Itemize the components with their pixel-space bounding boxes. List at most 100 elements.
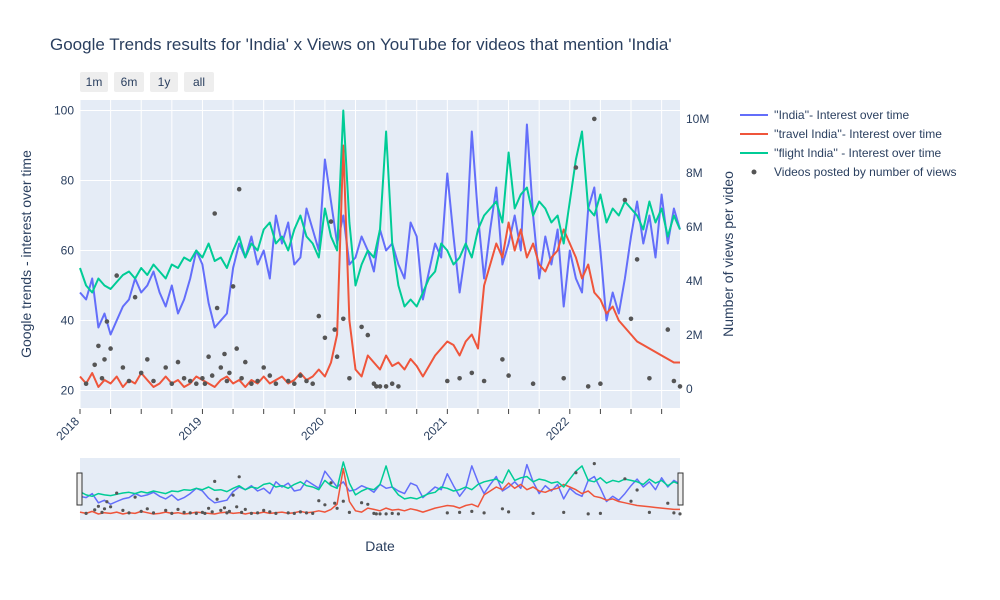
slider-scatter-point (317, 499, 321, 503)
slider-scatter-point (360, 501, 364, 505)
scatter-point (585, 384, 591, 389)
y2-tick-label: 2M (686, 328, 703, 342)
slider-scatter-point (210, 510, 214, 514)
y-tick-label: 80 (61, 174, 75, 188)
scatter-point (665, 327, 671, 332)
slider-scatter-point (335, 506, 339, 510)
legend-item[interactable]: ''flight India'' - Interest over time (740, 146, 942, 160)
scatter-point (175, 359, 181, 365)
scatter-point (292, 381, 297, 387)
scatter-point (222, 351, 227, 357)
scatter-point (383, 384, 389, 389)
range-button-all[interactable]: all (184, 72, 214, 92)
legend-label: Videos posted by number of views (774, 165, 957, 179)
scatter-point (389, 381, 395, 387)
slider-scatter-point (262, 508, 266, 512)
legend-item[interactable]: Videos posted by number of views (751, 165, 957, 179)
scatter-point (506, 373, 511, 378)
slider-scatter-point (390, 511, 394, 515)
legend-label: ''travel India''- Interest over time (774, 127, 942, 141)
legend-item[interactable]: ''India''- Interest over time (740, 108, 910, 122)
scatter-point (249, 381, 254, 387)
slider-scatter-point (151, 511, 156, 515)
scatter-point (332, 327, 338, 332)
slider-scatter-point (329, 481, 333, 485)
slider-scatter-point (227, 509, 231, 513)
slider-scatter-point (347, 510, 351, 514)
range-slider[interactable] (76, 458, 684, 520)
slider-scatter-point (366, 502, 370, 506)
scatter-point (92, 362, 97, 368)
y-tick-label: 100 (54, 104, 74, 118)
range-button-label: 1m (86, 75, 103, 89)
slider-scatter-point (133, 495, 137, 499)
x-tick-label: 2019 (176, 414, 205, 443)
slider-scatter-point (458, 510, 462, 514)
range-button-1m[interactable]: 1m (80, 72, 108, 92)
scatter-point (261, 365, 267, 370)
scatter-point (224, 378, 230, 384)
range-slider-left-handle[interactable] (76, 472, 83, 506)
slider-scatter-point (507, 510, 511, 514)
scatter-point (255, 378, 260, 384)
slider-scatter-point (170, 511, 174, 515)
series-line (79, 109, 681, 308)
series-line (79, 144, 680, 388)
main-gridlines (79, 100, 680, 408)
slider-scatter-point (243, 507, 247, 511)
slider-scatter-point (235, 505, 239, 509)
slider-scatter-point (176, 507, 180, 511)
scatter-point (634, 257, 640, 262)
y2-tick-label: 6M (686, 220, 703, 234)
x-axis-title: Date (365, 538, 395, 554)
range-button-1y[interactable]: 1y (150, 72, 178, 92)
legend-label: ''flight India'' - Interest over time (774, 146, 942, 160)
slider-scatter-point (384, 512, 388, 516)
scatter-point (647, 376, 652, 381)
slider-scatter-point (562, 510, 566, 514)
scatter-point (359, 324, 364, 330)
scatter-point (218, 365, 224, 370)
scatter-point (530, 381, 536, 387)
scatter-point (377, 384, 383, 389)
slider-scatter-point (292, 511, 296, 515)
slider-scatter-point (127, 511, 131, 515)
scatter-point (169, 381, 175, 387)
slider-scatter-point (482, 511, 486, 515)
scatter-point (239, 376, 244, 381)
slider-scatter-point (121, 508, 125, 512)
y2-axis-title: Number of views per video (720, 171, 736, 337)
scatter-point (573, 165, 579, 170)
scatter-point (138, 370, 144, 376)
slider-scatter-point (164, 508, 168, 512)
slider-scatter-point (298, 510, 302, 514)
x-tick-label: 2020 (298, 414, 327, 443)
range-slider-right-handle[interactable] (677, 472, 684, 506)
y-tick-label: 20 (61, 384, 75, 398)
slider-scatter-point (109, 505, 113, 509)
x-tick-label: 2022 (543, 414, 572, 443)
scatter-point (209, 373, 215, 378)
range-button-6m[interactable]: 6m (114, 72, 144, 92)
slider-scatter-point (194, 511, 198, 515)
scatter-point (622, 197, 628, 203)
scatter-point (322, 335, 328, 341)
slider-scatter-point (666, 501, 670, 505)
slider-scatter-point (96, 504, 100, 508)
slider-scatter-point (623, 477, 627, 481)
scatter-point (628, 316, 634, 322)
slider-scatter-point (586, 512, 590, 516)
slider-scatter-point (200, 510, 204, 514)
scatter-point (334, 354, 340, 360)
slider-scatter-point (182, 510, 186, 514)
slider-scatter-point (188, 511, 192, 515)
range-button-bg (150, 72, 178, 92)
y2-tick-label: 4M (686, 274, 703, 288)
scatter-point (120, 365, 126, 370)
slider-scatter-point (678, 512, 682, 516)
scatter-point (374, 384, 379, 389)
legend-item[interactable]: ''travel India''- Interest over time (740, 127, 942, 141)
scatter-point (194, 381, 199, 387)
scatter-point (592, 116, 597, 122)
